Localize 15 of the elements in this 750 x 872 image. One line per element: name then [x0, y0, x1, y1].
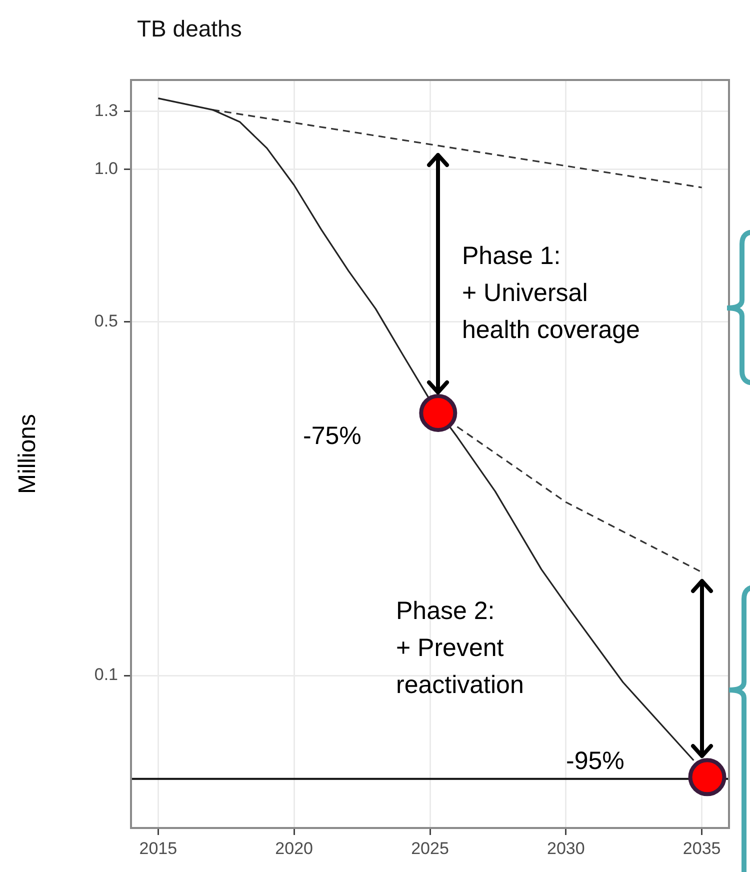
x-tick-label: 2015	[139, 838, 178, 858]
y-tick-label: 0.5	[94, 311, 118, 330]
annotation: -95%	[566, 746, 624, 775]
annotation: Phase 1: + Universal health coverage	[462, 242, 640, 344]
y-axis-title: Millions	[14, 414, 42, 494]
x-tick-label: 2020	[275, 838, 314, 858]
y-tick-label: 1.3	[94, 101, 118, 120]
x-tick-label: 2025	[411, 838, 449, 858]
x-tick-label: 2030	[546, 838, 585, 858]
x-tick-label: 2035	[682, 838, 721, 858]
y-tick-label: 1.0	[94, 158, 118, 178]
annotation: Phase 2: + Prevent reactivation	[396, 596, 524, 699]
annotation: -75%	[303, 422, 362, 450]
chart-title: TB deaths	[137, 15, 242, 42]
y-tick-label: 0.1	[94, 665, 118, 684]
